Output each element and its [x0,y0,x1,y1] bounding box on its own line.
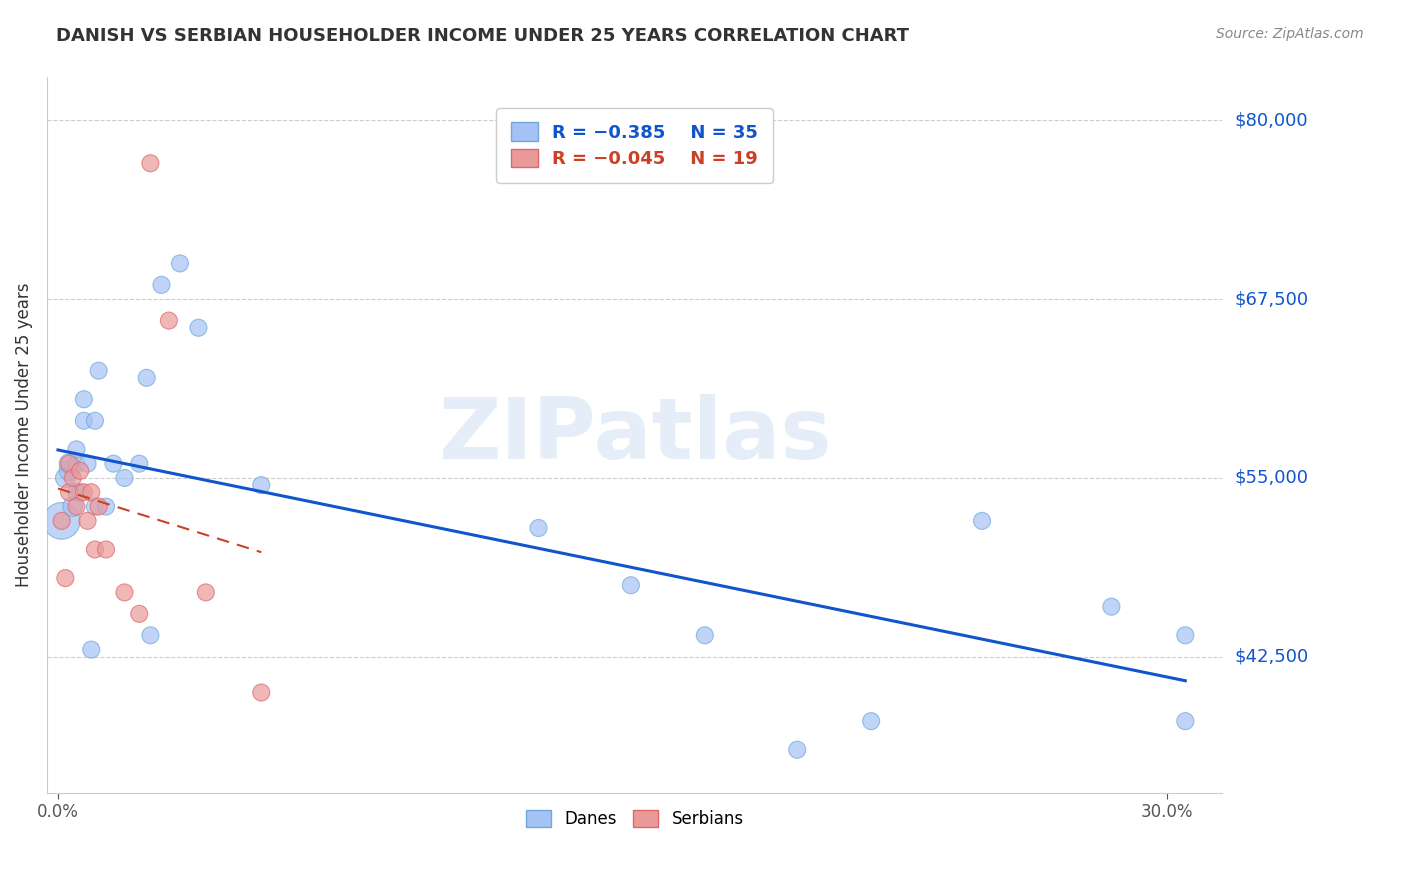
Text: $67,500: $67,500 [1234,290,1308,308]
Point [94,500,117,514]
Point [51,514,73,528]
Point [84,414,107,428]
Point [250,685,273,699]
Point [139,156,162,170]
Point [620,578,643,592]
Point [135,371,157,385]
Point [87,500,110,514]
Text: ZIPatlas: ZIPatlas [437,393,831,476]
Point [114,585,136,599]
Point [62,500,84,514]
Point [169,256,191,270]
Text: Source: ZipAtlas.com: Source: ZipAtlas.com [1216,27,1364,41]
Point [76,457,98,471]
Point [87,364,110,378]
Point [1174,714,1197,728]
Point [157,313,180,327]
Point [65,500,87,514]
Point [128,457,150,471]
Point [58,457,80,471]
Point [970,514,993,528]
Point [1099,599,1122,614]
Point [527,521,550,535]
Point [53,471,76,485]
Text: $42,500: $42,500 [1234,648,1309,665]
Point [73,392,96,407]
Point [73,485,96,500]
Text: $80,000: $80,000 [1234,112,1308,129]
Text: $55,000: $55,000 [1234,469,1308,487]
Point [128,607,150,621]
Point [114,471,136,485]
Point [65,485,87,500]
Point [62,471,84,485]
Point [84,542,107,557]
Point [51,514,73,528]
Point [187,320,209,334]
Point [76,514,98,528]
Point [860,714,883,728]
Point [94,542,117,557]
Point [103,457,125,471]
Legend: Danes, Serbians: Danes, Serbians [519,803,751,834]
Point [693,628,716,642]
Point [53,571,76,585]
Point [58,464,80,478]
Point [1174,628,1197,642]
Point [194,585,217,599]
Text: DANISH VS SERBIAN HOUSEHOLDER INCOME UNDER 25 YEARS CORRELATION CHART: DANISH VS SERBIAN HOUSEHOLDER INCOME UND… [56,27,910,45]
Point [250,478,273,492]
Point [84,500,107,514]
Point [80,485,103,500]
Point [65,457,87,471]
Point [786,743,808,757]
Point [73,414,96,428]
Point [69,464,91,478]
Point [69,485,91,500]
Point [139,628,162,642]
Y-axis label: Householder Income Under 25 years: Householder Income Under 25 years [15,283,32,587]
Point [80,642,103,657]
Point [58,485,80,500]
Point [58,457,80,471]
Point [150,277,173,292]
Point [65,442,87,457]
